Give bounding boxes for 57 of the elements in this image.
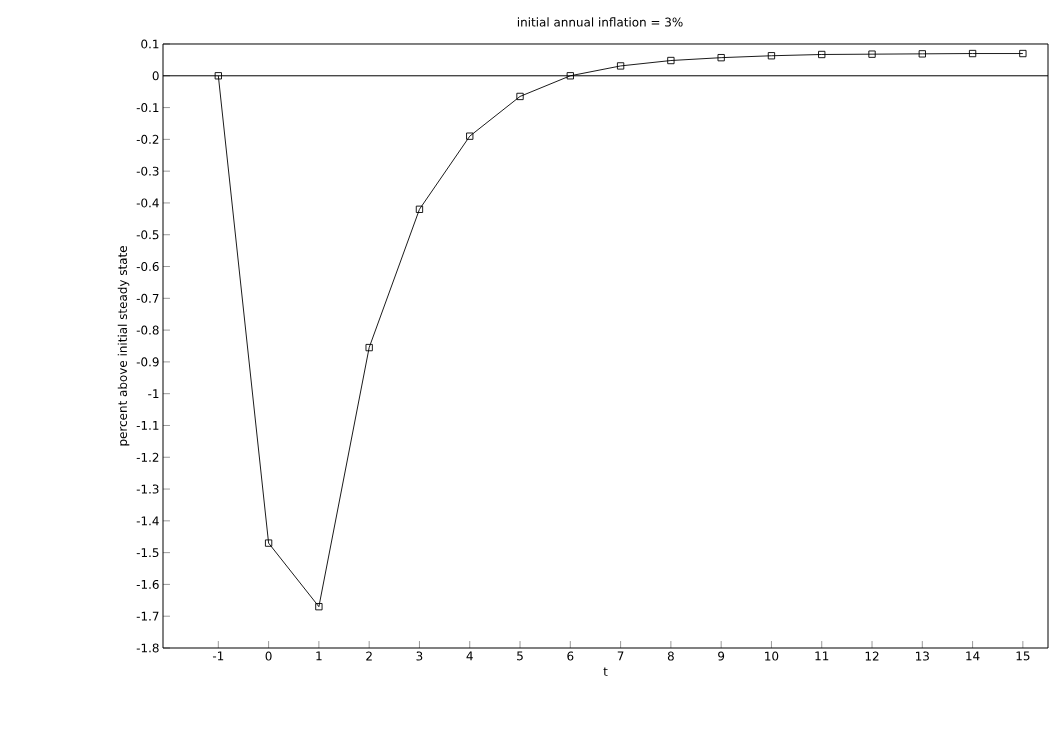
point <box>616 62 625 70</box>
y-tick-label: -1.7 <box>136 611 159 621</box>
y-tick-label: -0.2 <box>136 134 159 144</box>
x-tick-label: 5 <box>517 651 523 661</box>
point <box>868 50 876 58</box>
y-tick-label: -1.8 <box>136 643 159 653</box>
x-tick-label: 0 <box>265 651 272 661</box>
point <box>214 72 222 80</box>
x-tick-label: 6 <box>567 651 574 661</box>
x-tick-label: 7 <box>617 651 624 661</box>
x-tick-label: 2 <box>366 651 372 661</box>
x-tick-label: 14 <box>966 651 980 661</box>
y-tick-label: -1.4 <box>136 516 159 526</box>
y-tick-label: -0.1 <box>136 103 159 113</box>
point <box>566 72 574 80</box>
x-tick-label: 3 <box>416 651 423 661</box>
x-tick-label: 9 <box>718 651 725 661</box>
y-tick-label: 0.1 <box>141 39 159 49</box>
y-axis-title: percent above initial steady state <box>117 246 130 446</box>
x-tick-label: 4 <box>466 651 473 661</box>
point <box>466 132 474 140</box>
x-tick-label: 12 <box>865 651 879 661</box>
y-tick-label: -0.3 <box>136 166 159 176</box>
x-tick-label: 1 <box>316 651 322 661</box>
point <box>918 50 926 58</box>
y-tick-label: -1.5 <box>136 548 159 558</box>
point <box>415 205 424 213</box>
point <box>667 56 675 65</box>
y-tick-label: -1.2 <box>136 452 159 462</box>
point <box>264 539 273 547</box>
x-tick-label: -1 <box>212 651 224 661</box>
y-tick-label: -0.6 <box>136 262 159 272</box>
chart-title: initial annual inflation = 3% <box>517 17 683 27</box>
y-tick-label: -1.6 <box>136 579 159 589</box>
y-tick-label: -0.5 <box>136 230 159 240</box>
y-tick-label: -0.8 <box>136 325 159 335</box>
point <box>365 343 373 352</box>
x-tick-label: 8 <box>667 651 674 661</box>
point <box>767 52 776 60</box>
y-tick-label: -0.7 <box>136 293 159 303</box>
y-tick-label: -1 <box>148 389 159 399</box>
point <box>315 603 323 611</box>
y-tick-label: -0.4 <box>136 198 159 208</box>
point <box>1019 49 1027 58</box>
point <box>968 49 977 58</box>
point <box>818 50 826 59</box>
y-tick-label: -1.1 <box>136 421 159 430</box>
y-tick-label: 0 <box>152 71 159 81</box>
x-tick-label: 10 <box>765 651 779 661</box>
x-tick-label: 15 <box>1016 651 1030 661</box>
x-tick-label: 13 <box>916 651 929 661</box>
point <box>717 54 725 62</box>
y-tick-label: -1.3 <box>136 484 159 494</box>
point <box>516 92 524 101</box>
y-tick-label: -0.9 <box>136 357 159 367</box>
x-tick-label: 11 <box>815 651 829 661</box>
x-axis-title: t <box>603 667 608 676</box>
